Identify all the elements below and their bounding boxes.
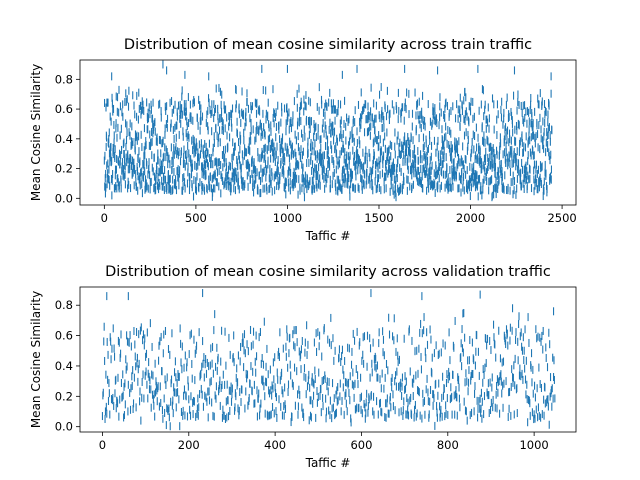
- train-x-tick-label: 500: [185, 211, 207, 225]
- train-chart-panel: Distribution of mean cosine similarity a…: [29, 37, 577, 243]
- train-chart-title: Distribution of mean cosine similarity a…: [124, 37, 532, 53]
- validation-x-tick-label: 200: [178, 438, 200, 452]
- validation-x-axis-label: Taffic #: [305, 456, 351, 470]
- train-x-tick-label: 1500: [364, 211, 393, 225]
- train-x-tick-label: 2500: [547, 211, 576, 225]
- train-y-axis-label: Mean Cosine Similarity: [29, 64, 43, 201]
- validation-y-tick-label: 0.6: [55, 329, 73, 343]
- train-x-axis-label: Taffic #: [305, 229, 351, 243]
- train-y-tick-label: 0.8: [55, 72, 73, 86]
- train-x-tick-label: 0: [101, 211, 108, 225]
- train-x-tick-label: 2000: [456, 211, 485, 225]
- validation-x-tick-label: 800: [437, 438, 459, 452]
- validation-chart-title: Distribution of mean cosine similarity a…: [105, 264, 551, 280]
- validation-y-tick-label: 0.2: [55, 389, 73, 403]
- validation-data-marks: [101, 289, 556, 431]
- train-y-tick-label: 0.4: [55, 132, 73, 146]
- validation-x-tick-label: 1000: [519, 438, 548, 452]
- train-y-tick-label: 0.2: [55, 162, 73, 176]
- validation-y-tick-label: 0.4: [55, 359, 73, 373]
- validation-chart-panel: Distribution of mean cosine similarity a…: [29, 264, 577, 470]
- train-x-tick-label: 1000: [273, 211, 302, 225]
- validation-y-axis-label: Mean Cosine Similarity: [29, 291, 43, 428]
- train-y-tick-label: 0.0: [55, 191, 73, 205]
- validation-x-tick-label: 0: [99, 438, 106, 452]
- validation-x-tick-label: 600: [350, 438, 372, 452]
- train-axes-frame: [79, 59, 577, 206]
- validation-x-tick-label: 400: [264, 438, 286, 452]
- train-y-tick-label: 0.6: [55, 102, 73, 116]
- train-data-marks: [103, 60, 553, 202]
- validation-y-tick-label: 0.0: [55, 420, 73, 434]
- validation-y-tick-label: 0.8: [55, 298, 73, 312]
- validation-axes-frame: [79, 286, 577, 433]
